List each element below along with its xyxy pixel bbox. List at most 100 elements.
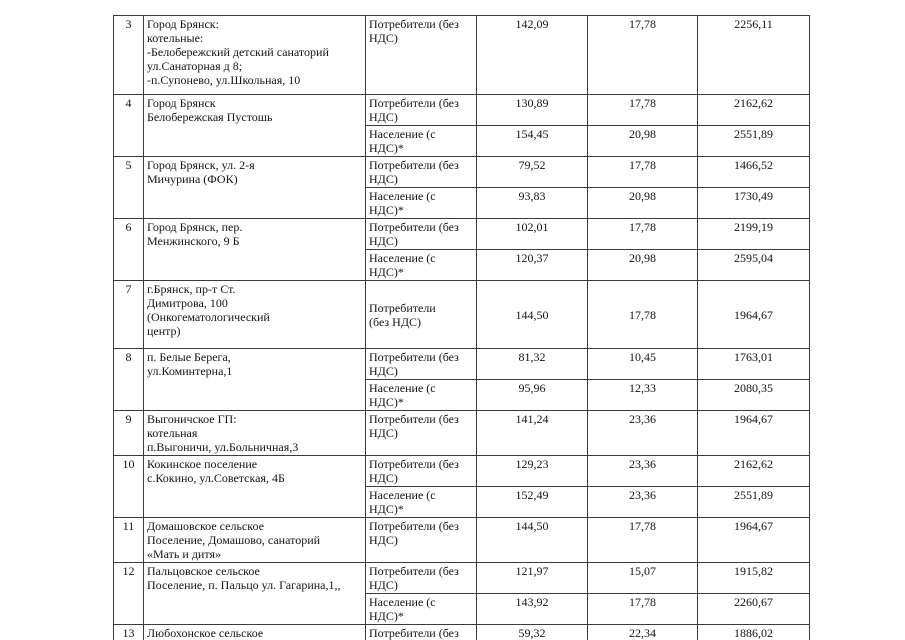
value-cell: 1964,67 bbox=[697, 410, 810, 456]
location-cell: Выгоничское ГП: котельная п.Выгоничи, ул… bbox=[143, 410, 366, 456]
value-cell: 79,52 bbox=[476, 156, 588, 188]
value-cell: 95,96 bbox=[476, 379, 588, 411]
row-number-cell: 8 bbox=[113, 348, 144, 411]
table-row: 12 Пальцовское сельское Поселение, п. Па… bbox=[113, 562, 810, 625]
location-cell: Домашовское сельское Поселение, Домашово… bbox=[143, 517, 366, 563]
table-subrow: Население (с НДС)* 154,45 20,98 2551,89 bbox=[114, 125, 810, 157]
value-cell: 20,98 bbox=[587, 249, 698, 281]
value-cell: 17,78 bbox=[587, 517, 698, 563]
value-cell: 154,45 bbox=[476, 125, 588, 157]
value-cell: 2162,62 bbox=[697, 94, 810, 126]
value-cell: 15,07 bbox=[587, 562, 698, 594]
value-cell: 1964,67 bbox=[697, 517, 810, 563]
table-row: 11 Домашовское сельское Поселение, Домаш… bbox=[113, 517, 810, 563]
value-cell: 10,45 bbox=[587, 348, 698, 380]
value-cell: 17,78 bbox=[587, 94, 698, 126]
location-cell: Кокинское поселение с.Кокино, ул.Советск… bbox=[143, 455, 366, 518]
value-cell: 17,78 bbox=[587, 218, 698, 250]
value-cell: 81,32 bbox=[476, 348, 588, 380]
row-number-cell: 7 bbox=[113, 280, 144, 349]
table-row: 5 Город Брянск, ул. 2-я Мичурина (ФОК) П… bbox=[113, 156, 810, 219]
value-cell: 1886,02 bbox=[697, 624, 810, 640]
value-cell: 2162,62 bbox=[697, 455, 810, 487]
row-number-cell: 5 bbox=[113, 156, 144, 219]
value-cell: 93,83 bbox=[476, 187, 588, 219]
value-cell: 22,34 bbox=[587, 624, 698, 640]
table-row: 3 Город Брянск: котельные: -Белобережски… bbox=[113, 15, 810, 95]
row-number-cell: 10 bbox=[113, 455, 144, 518]
consumer-type-cell: Потребители (без НДС) bbox=[365, 15, 477, 95]
value-cell: 1730,49 bbox=[697, 187, 810, 219]
value-cell: 2256,11 bbox=[697, 15, 810, 95]
table-subrow: Население (с НДС)* 152,49 23,36 2551,89 bbox=[114, 486, 810, 518]
value-cell: 17,78 bbox=[587, 15, 698, 95]
location-cell: п. Белые Берега, ул.Коминтерна,1 bbox=[143, 348, 366, 411]
consumer-type-cell: Потребители (без НДС) bbox=[365, 517, 477, 563]
consumer-type-cell: Население (с НДС)* bbox=[365, 379, 477, 411]
value-cell: 142,09 bbox=[476, 15, 588, 95]
location-cell: Город Брянск: котельные: -Белобережский … bbox=[143, 15, 366, 95]
value-cell: 2080,35 bbox=[697, 379, 810, 411]
value-cell: 59,32 bbox=[476, 624, 588, 640]
table-row: 7 г.Брянск, пр-т Ст. Димитрова, 100 (Онк… bbox=[113, 280, 810, 349]
value-cell: 23,36 bbox=[587, 455, 698, 487]
location-cell: Пальцовское сельское Поселение, п. Пальц… bbox=[143, 562, 366, 625]
row-number-cell: 12 bbox=[113, 562, 144, 625]
consumer-type-cell: Население (с НДС)* bbox=[365, 593, 477, 625]
row-number-cell: 13 bbox=[113, 624, 144, 640]
table-subrow: Население (с НДС)* 120,37 20,98 2595,04 bbox=[114, 249, 810, 281]
value-cell: 102,01 bbox=[476, 218, 588, 250]
table-subrow: Население (с НДС)* 143,92 17,78 2260,67 bbox=[114, 593, 810, 625]
row-number-cell: 6 bbox=[113, 218, 144, 281]
consumer-type-cell: Потребители (без НДС) bbox=[365, 348, 477, 380]
value-cell: 143,92 bbox=[476, 593, 588, 625]
value-cell: 17,78 bbox=[587, 593, 698, 625]
row-number-cell: 3 bbox=[113, 15, 144, 95]
value-cell: 144,50 bbox=[476, 280, 588, 349]
location-cell: Город Брянск, пер. Менжинского, 9 Б bbox=[143, 218, 366, 281]
location-cell: Любохонское сельское bbox=[143, 624, 366, 640]
value-cell: 1466,52 bbox=[697, 156, 810, 188]
value-cell: 12,33 bbox=[587, 379, 698, 411]
consumer-type-cell: Население (с НДС)* bbox=[365, 125, 477, 157]
tariff-table: 3 Город Брянск: котельные: -Белобережски… bbox=[113, 15, 810, 640]
table-row: 13 Любохонское сельское Потребители (без… bbox=[113, 624, 810, 640]
value-cell: 17,78 bbox=[587, 156, 698, 188]
table-row: 8 п. Белые Берега, ул.Коминтерна,1 Потре… bbox=[113, 348, 810, 411]
row-number-cell: 4 bbox=[113, 94, 144, 157]
value-cell: 130,89 bbox=[476, 94, 588, 126]
location-cell: Город Брянск, ул. 2-я Мичурина (ФОК) bbox=[143, 156, 366, 219]
value-cell: 17,78 bbox=[587, 280, 698, 349]
value-cell: 2260,67 bbox=[697, 593, 810, 625]
consumer-type-cell: Население (с НДС)* bbox=[365, 187, 477, 219]
value-cell: 120,37 bbox=[476, 249, 588, 281]
value-cell: 2551,89 bbox=[697, 125, 810, 157]
value-cell: 23,36 bbox=[587, 410, 698, 456]
consumer-type-cell: Потребители (без НДС) bbox=[365, 280, 477, 349]
value-cell: 1763,01 bbox=[697, 348, 810, 380]
consumer-type-cell: Население (с НДС)* bbox=[365, 486, 477, 518]
location-cell: г.Брянск, пр-т Ст. Димитрова, 100 (Онког… bbox=[143, 280, 366, 349]
location-cell: Город Брянск Белобережская Пустошь bbox=[143, 94, 366, 157]
value-cell: 2551,89 bbox=[697, 486, 810, 518]
consumer-type-cell: Потребители (без НДС) bbox=[365, 218, 477, 250]
consumer-type-cell: Потребители (без НДС) bbox=[365, 410, 477, 456]
row-number-cell: 11 bbox=[113, 517, 144, 563]
value-cell: 129,23 bbox=[476, 455, 588, 487]
consumer-type-cell: Потребители (без bbox=[365, 624, 477, 640]
value-cell: 121,97 bbox=[476, 562, 588, 594]
table-row: 4 Город Брянск Белобережская Пустошь Пот… bbox=[113, 94, 810, 157]
value-cell: 1964,67 bbox=[697, 280, 810, 349]
consumer-type-cell: Потребители (без НДС) bbox=[365, 562, 477, 594]
value-cell: 2595,04 bbox=[697, 249, 810, 281]
row-number-cell: 9 bbox=[113, 410, 144, 456]
value-cell: 20,98 bbox=[587, 187, 698, 219]
table-row: 9 Выгоничское ГП: котельная п.Выгоничи, … bbox=[113, 410, 810, 456]
consumer-type-cell: Потребители (без НДС) bbox=[365, 455, 477, 487]
consumer-type-cell: Потребители (без НДС) bbox=[365, 94, 477, 126]
consumer-type-cell: Потребители (без НДС) bbox=[365, 156, 477, 188]
table-row: 10 Кокинское поселение с.Кокино, ул.Сове… bbox=[113, 455, 810, 518]
value-cell: 141,24 bbox=[476, 410, 588, 456]
consumer-type-cell: Население (с НДС)* bbox=[365, 249, 477, 281]
value-cell: 144,50 bbox=[476, 517, 588, 563]
